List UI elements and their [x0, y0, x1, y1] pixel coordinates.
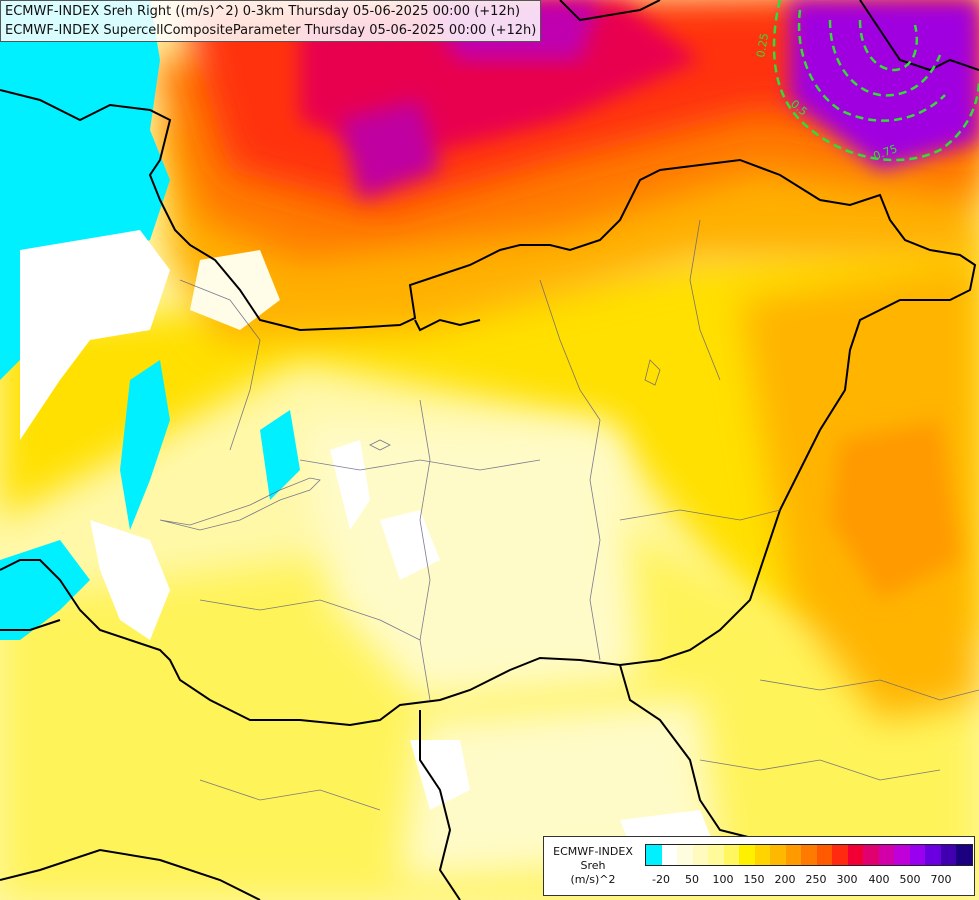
legend-unit: (m/s)^2 — [570, 873, 616, 886]
legend-swatch — [894, 845, 910, 865]
legend-tick-label: 200 — [774, 873, 796, 886]
map-title-box: ECMWF-INDEX Sreh Right ((m/s)^2) 0-3km T… — [0, 0, 542, 42]
legend-tick-label: 250 — [805, 873, 827, 886]
legend-tick-label: 150 — [743, 873, 765, 886]
legend-title: ECMWF-INDEX Sreh (m/s)^2 — [548, 845, 638, 887]
svg-text:0.25: 0.25 — [754, 32, 771, 58]
legend-swatch — [692, 845, 708, 865]
region-borders — [159, 219, 979, 811]
legend-tick-label: -20 — [652, 873, 670, 886]
legend-swatch — [770, 845, 786, 865]
legend-tick-label: 500 — [899, 873, 921, 886]
legend-model: ECMWF-INDEX — [553, 845, 633, 858]
title-line-1: ECMWF-INDEX Sreh Right ((m/s)^2) 0-3km T… — [5, 4, 521, 19]
color-legend: ECMWF-INDEX Sreh (m/s)^2 -20 50 100 150 200 2… — [543, 836, 975, 896]
legend-swatch — [739, 845, 755, 865]
legend-swatch — [661, 845, 677, 865]
legend-tick-label: 300 — [836, 873, 858, 886]
legend-swatch — [925, 845, 941, 865]
legend-swatch — [909, 845, 925, 865]
legend-swatch — [708, 845, 724, 865]
legend-swatch — [878, 845, 894, 865]
negative-region — [0, 0, 720, 870]
legend-ticks: -20 50 100 150 200 250 300 400 500 700 — [645, 873, 965, 887]
legend-swatch — [801, 845, 817, 865]
scp-contours — [772, 0, 979, 162]
legend-swatch — [754, 845, 770, 865]
legend-tick-label: 50 — [685, 873, 699, 886]
legend-swatch — [940, 845, 956, 865]
legend-swatch — [816, 845, 832, 865]
legend-swatch — [785, 845, 801, 865]
legend-swatch — [646, 845, 662, 865]
legend-swatch — [956, 845, 972, 865]
legend-swatches — [645, 844, 973, 866]
legend-swatch — [863, 845, 879, 865]
title-line-2: ECMWF-INDEX SupercellCompositeParameter … — [5, 23, 537, 38]
legend-tick-label: 700 — [930, 873, 952, 886]
legend-swatch — [677, 845, 693, 865]
legend-swatch — [847, 845, 863, 865]
legend-field: Sreh — [580, 859, 606, 872]
legend-tick-label: 100 — [712, 873, 734, 886]
legend-swatch — [832, 845, 848, 865]
legend-tick-label: 400 — [868, 873, 890, 886]
legend-swatch — [723, 845, 739, 865]
